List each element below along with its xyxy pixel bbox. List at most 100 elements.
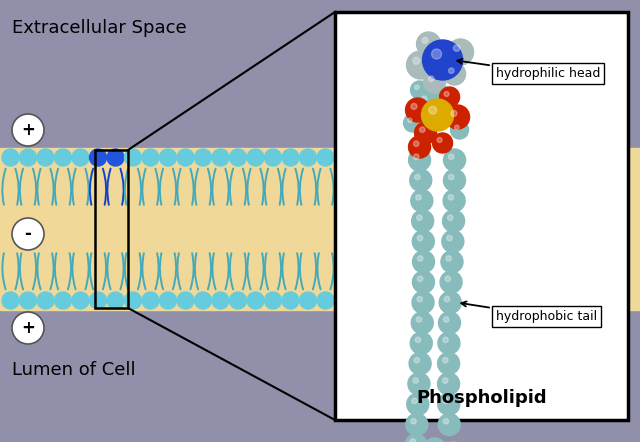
Circle shape bbox=[449, 68, 454, 73]
Circle shape bbox=[422, 99, 454, 131]
Circle shape bbox=[422, 40, 463, 80]
Circle shape bbox=[416, 194, 421, 200]
Circle shape bbox=[317, 149, 334, 166]
Circle shape bbox=[2, 149, 19, 166]
Circle shape bbox=[454, 125, 459, 130]
Circle shape bbox=[2, 292, 19, 309]
Circle shape bbox=[408, 373, 430, 395]
Circle shape bbox=[411, 419, 416, 424]
Circle shape bbox=[12, 114, 44, 146]
Circle shape bbox=[406, 98, 429, 122]
Circle shape bbox=[417, 256, 423, 261]
Circle shape bbox=[177, 149, 194, 166]
Circle shape bbox=[444, 169, 465, 191]
Text: hydrophobic tail: hydrophobic tail bbox=[461, 301, 597, 323]
Circle shape bbox=[444, 63, 465, 85]
Circle shape bbox=[442, 378, 448, 383]
Circle shape bbox=[408, 118, 412, 122]
Circle shape bbox=[424, 71, 445, 93]
Circle shape bbox=[443, 358, 448, 363]
Circle shape bbox=[264, 292, 282, 309]
Circle shape bbox=[142, 149, 159, 166]
Circle shape bbox=[177, 292, 194, 309]
Circle shape bbox=[447, 215, 453, 221]
Circle shape bbox=[424, 438, 446, 442]
Circle shape bbox=[438, 373, 460, 395]
Circle shape bbox=[407, 393, 429, 415]
Circle shape bbox=[415, 337, 420, 343]
Circle shape bbox=[195, 149, 211, 166]
Circle shape bbox=[412, 312, 433, 334]
Text: +: + bbox=[21, 319, 35, 337]
Circle shape bbox=[412, 291, 434, 313]
Circle shape bbox=[412, 271, 435, 293]
Circle shape bbox=[410, 81, 429, 99]
Circle shape bbox=[413, 251, 435, 273]
Circle shape bbox=[247, 149, 264, 166]
Circle shape bbox=[230, 292, 246, 309]
Circle shape bbox=[443, 419, 449, 424]
Circle shape bbox=[415, 122, 436, 144]
Circle shape bbox=[317, 292, 334, 309]
Circle shape bbox=[300, 149, 317, 166]
Circle shape bbox=[408, 136, 431, 158]
Circle shape bbox=[438, 353, 460, 374]
Circle shape bbox=[72, 149, 89, 166]
Circle shape bbox=[438, 393, 460, 415]
Circle shape bbox=[107, 149, 124, 166]
Circle shape bbox=[437, 137, 442, 142]
Text: -: - bbox=[24, 225, 31, 243]
Circle shape bbox=[451, 121, 468, 139]
Circle shape bbox=[444, 297, 450, 302]
Circle shape bbox=[406, 414, 428, 435]
Circle shape bbox=[416, 317, 422, 322]
Circle shape bbox=[409, 353, 431, 374]
Circle shape bbox=[417, 297, 422, 302]
Circle shape bbox=[195, 292, 211, 309]
Circle shape bbox=[142, 292, 159, 309]
Circle shape bbox=[54, 292, 72, 309]
Circle shape bbox=[19, 292, 36, 309]
Circle shape bbox=[54, 149, 72, 166]
Circle shape bbox=[282, 149, 299, 166]
Circle shape bbox=[444, 149, 465, 171]
Circle shape bbox=[408, 149, 431, 171]
Circle shape bbox=[90, 149, 106, 166]
Circle shape bbox=[405, 434, 427, 442]
Circle shape bbox=[417, 235, 423, 241]
Circle shape bbox=[436, 87, 454, 105]
Circle shape bbox=[159, 292, 177, 309]
Circle shape bbox=[411, 103, 417, 110]
Circle shape bbox=[438, 414, 460, 435]
Circle shape bbox=[212, 292, 229, 309]
Circle shape bbox=[440, 87, 460, 107]
Circle shape bbox=[429, 76, 434, 81]
Bar bbox=[335, 12, 628, 420]
Circle shape bbox=[12, 218, 44, 250]
Circle shape bbox=[447, 39, 474, 65]
Bar bbox=[0, 148, 640, 310]
Text: Extracellular Space: Extracellular Space bbox=[12, 19, 187, 37]
Circle shape bbox=[442, 230, 464, 252]
Circle shape bbox=[417, 91, 438, 113]
Circle shape bbox=[443, 337, 449, 343]
Circle shape bbox=[446, 256, 451, 261]
Circle shape bbox=[448, 194, 454, 200]
Circle shape bbox=[415, 85, 419, 90]
Circle shape bbox=[300, 292, 317, 309]
Circle shape bbox=[439, 291, 461, 313]
Circle shape bbox=[412, 210, 434, 232]
Circle shape bbox=[282, 292, 299, 309]
Circle shape bbox=[415, 174, 420, 180]
Circle shape bbox=[411, 190, 433, 212]
Circle shape bbox=[443, 190, 465, 212]
Circle shape bbox=[443, 398, 448, 404]
Circle shape bbox=[438, 332, 460, 354]
Circle shape bbox=[264, 149, 282, 166]
Circle shape bbox=[417, 276, 423, 282]
Circle shape bbox=[417, 215, 422, 221]
Circle shape bbox=[72, 292, 89, 309]
Circle shape bbox=[413, 378, 419, 383]
Circle shape bbox=[429, 106, 436, 114]
Circle shape bbox=[453, 45, 460, 51]
